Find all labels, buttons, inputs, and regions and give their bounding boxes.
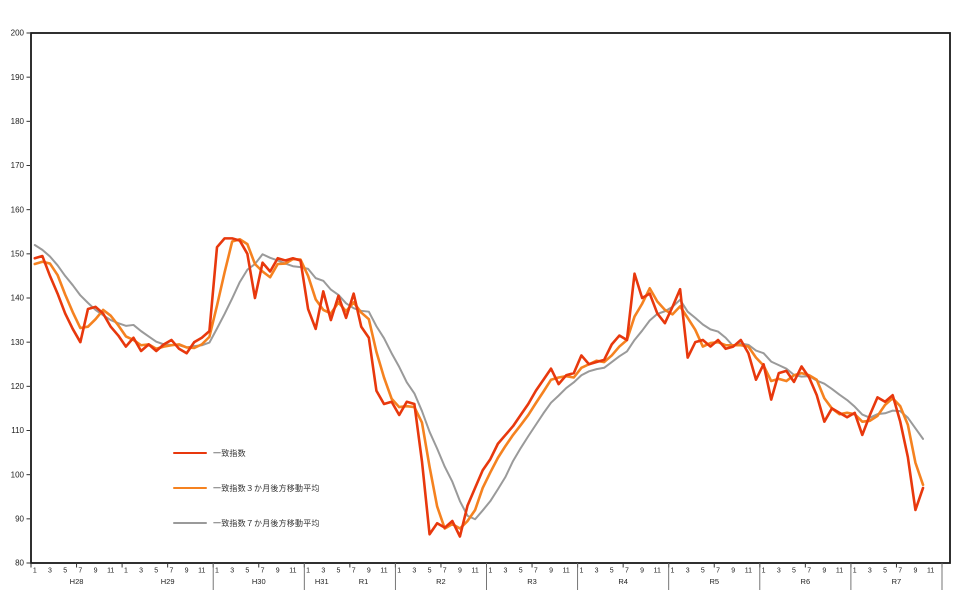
x-month-label: 3 xyxy=(777,568,781,575)
legend-item-coincident-index: 一致指数 xyxy=(173,443,320,463)
x-month-label: 9 xyxy=(185,568,189,575)
x-month-label: 9 xyxy=(94,568,98,575)
legend-line-swatch-coincident-index xyxy=(173,451,207,455)
y-axis-label: 180 xyxy=(11,117,25,126)
x-month-label: 1 xyxy=(762,568,766,575)
x-month-label: 3 xyxy=(686,568,690,575)
x-month-label: 3 xyxy=(321,568,325,575)
x-month-label: 9 xyxy=(549,568,553,575)
x-month-label: 7 xyxy=(625,568,629,575)
x-month-label: 11 xyxy=(836,568,843,575)
x-month-label: 5 xyxy=(245,568,249,575)
x-month-label: 9 xyxy=(822,568,826,575)
x-year-label: R4 xyxy=(618,577,628,586)
x-month-label: 7 xyxy=(534,568,538,575)
y-axis-label: 150 xyxy=(11,249,25,258)
x-month-label: 1 xyxy=(853,568,857,575)
x-month-label: 1 xyxy=(579,568,583,575)
x-month-label: 3 xyxy=(412,568,416,575)
x-month-label: 7 xyxy=(898,568,902,575)
x-month-label: 11 xyxy=(654,568,661,575)
x-month-label: 11 xyxy=(745,568,752,575)
x-month-label: 11 xyxy=(563,568,570,575)
x-month-label: 1 xyxy=(124,568,128,575)
x-month-label: 3 xyxy=(48,568,52,575)
x-month-label: 11 xyxy=(289,568,296,575)
x-month-label: 11 xyxy=(471,568,478,575)
x-month-label: 3 xyxy=(868,568,872,575)
x-year-label: H29 xyxy=(161,577,175,586)
x-month-label: 7 xyxy=(807,568,811,575)
x-month-label: 5 xyxy=(154,568,158,575)
x-month-label: 9 xyxy=(640,568,644,575)
x-year-label: R2 xyxy=(436,577,446,586)
x-month-label: 5 xyxy=(610,568,614,575)
x-year-label: R7 xyxy=(892,577,902,586)
x-month-label: 11 xyxy=(380,568,387,575)
x-year-label: R5 xyxy=(709,577,719,586)
x-year-label: R3 xyxy=(527,577,537,586)
x-month-label: 3 xyxy=(139,568,143,575)
x-month-label: 3 xyxy=(595,568,599,575)
chart-legend: 一致指数 一致指数３か月後方移動平均 一致指数７か月後方移動平均 xyxy=(173,443,320,548)
x-month-label: 7 xyxy=(169,568,173,575)
x-month-label: 1 xyxy=(671,568,675,575)
x-month-label: 1 xyxy=(488,568,492,575)
x-month-label: 7 xyxy=(716,568,720,575)
y-axis-label: 200 xyxy=(11,29,25,38)
x-month-label: 7 xyxy=(352,568,356,575)
y-axis-label: 170 xyxy=(11,161,25,170)
x-month-label: 5 xyxy=(519,568,523,575)
legend-label-3month-ma: 一致指数３か月後方移動平均 xyxy=(213,483,320,493)
x-month-label: 9 xyxy=(913,568,917,575)
x-month-label: 11 xyxy=(198,568,205,575)
x-month-label: 11 xyxy=(927,568,934,575)
y-axis-label: 110 xyxy=(11,426,24,435)
legend-item-7month-ma: 一致指数７か月後方移動平均 xyxy=(173,513,320,533)
x-month-label: 5 xyxy=(428,568,432,575)
x-year-label: H28 xyxy=(70,577,84,586)
x-month-label: 5 xyxy=(792,568,796,575)
x-year-label: R1 xyxy=(359,577,369,586)
x-month-label: 5 xyxy=(883,568,887,575)
x-month-label: 11 xyxy=(107,568,114,575)
legend-line-swatch-3month-ma xyxy=(173,486,207,490)
x-month-label: 7 xyxy=(261,568,265,575)
x-month-label: 7 xyxy=(443,568,447,575)
x-month-label: 1 xyxy=(306,568,310,575)
x-month-label: 9 xyxy=(731,568,735,575)
y-axis-label: 160 xyxy=(11,205,25,214)
y-axis-label: 190 xyxy=(11,73,25,82)
legend-label-7month-ma: 一致指数７か月後方移動平均 xyxy=(213,518,320,528)
x-month-label: 3 xyxy=(230,568,234,575)
x-month-label: 9 xyxy=(367,568,371,575)
x-year-label: H30 xyxy=(252,577,266,586)
y-axis-label: 80 xyxy=(15,559,24,568)
y-axis-label: 130 xyxy=(11,338,25,347)
x-month-label: 9 xyxy=(276,568,280,575)
y-axis-label: 140 xyxy=(11,294,25,303)
y-axis-label: 100 xyxy=(11,470,25,479)
x-month-label: 7 xyxy=(78,568,82,575)
x-month-label: 1 xyxy=(33,568,37,575)
x-year-label: H31 xyxy=(315,577,329,586)
y-axis-label: 120 xyxy=(11,382,25,391)
x-month-label: 5 xyxy=(63,568,67,575)
legend-line-swatch-7month-ma xyxy=(173,522,207,524)
y-axis-label: 90 xyxy=(15,514,24,523)
x-month-label: 1 xyxy=(397,568,401,575)
x-month-label: 5 xyxy=(701,568,705,575)
plot-border xyxy=(30,32,951,564)
x-year-label: R6 xyxy=(801,577,811,586)
x-month-label: 3 xyxy=(504,568,508,575)
x-month-label: 9 xyxy=(458,568,462,575)
x-month-label: 1 xyxy=(215,568,219,575)
legend-label-coincident-index: 一致指数 xyxy=(213,448,246,458)
x-month-label: 5 xyxy=(337,568,341,575)
series-line-coincident-index xyxy=(33,237,925,538)
legend-item-3month-ma: 一致指数３か月後方移動平均 xyxy=(173,478,320,498)
series-line-coincident-index-3month-backward-ma xyxy=(33,237,925,530)
